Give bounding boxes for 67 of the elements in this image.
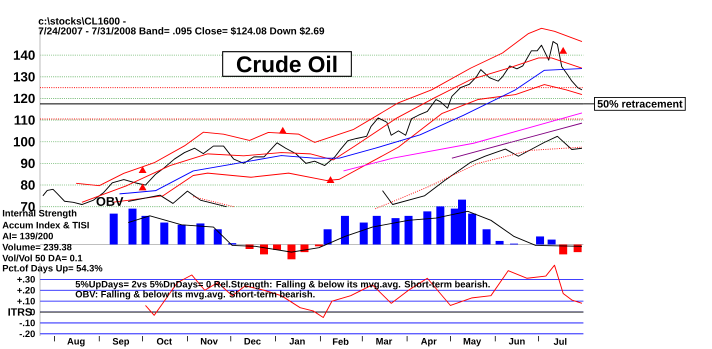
line-series [343,112,582,172]
series-label: OBV [96,196,124,206]
bar [214,229,222,245]
x-tick-label: Nov [200,338,218,345]
point [279,127,287,134]
y-tick-label: 140 [14,50,35,60]
x-tick-label: Jun [508,338,525,345]
bar [142,216,150,245]
text: c:\stocks\CL1600 - [38,17,126,25]
point [138,184,146,190]
bar [536,236,544,245]
bar [324,229,332,245]
annotation: Accum Index & TISI [2,222,89,228]
bar [468,214,476,245]
x-tick-label: Sep [112,338,130,347]
bar [423,211,432,245]
annotation: Internal Strength [2,210,76,218]
bar [287,244,296,260]
bar [496,240,504,245]
y-tick-label: 80 [20,180,35,190]
x-tick-label: Feb [332,338,349,345]
annotation: 7/24/2007 - 7/31/2008 Band= .095 Close= $124.08 Down $2.69 [38,26,324,36]
point [326,176,334,183]
bar [340,216,349,245]
y-tick-label: 90 [20,158,35,168]
text: Crude Oil [236,56,336,72]
x-tick-label: Jul [554,338,566,345]
line-series [145,264,582,318]
annotation: Volume= 239.38 [2,244,72,250]
x-tick-label: Jan [289,338,305,345]
x-tick-label: Oct [156,338,172,345]
annotation: Pct.of Days Up= 54.3% [2,264,102,274]
y-tick-label: 70 [21,202,35,212]
bar [548,240,556,245]
annotation: AI= 139/200 [2,232,53,240]
bar [360,222,368,245]
x-tick-label: May [464,338,482,346]
y-tick-label: 100 [14,137,35,146]
bar [260,244,268,254]
bar [160,222,168,245]
x-tick-label: Aug [67,338,85,346]
y-tick-label: -.20 [20,330,35,338]
y-tick-label: +.30 [17,276,35,283]
x-tick-label: Apr [420,338,437,346]
bar [178,224,186,245]
bar [482,229,491,245]
bar [404,216,413,245]
bar [110,214,118,245]
y-tick-label: +.20 [17,286,35,294]
y-tick-label: -.10 [20,320,35,326]
bar [196,223,204,245]
bar [392,218,400,245]
line-series [42,41,582,205]
y-tick-label: 110 [14,115,35,125]
ref-line-label: 50% retracement [598,100,682,108]
bar [128,208,136,245]
x-tick-label: Mar [376,338,392,345]
y-tick-label: +.10 [17,298,35,304]
point [559,47,567,54]
annotation: Vol/Vol 50 DA= 0.1 [2,254,82,262]
y-tick-label: 120 [14,94,35,104]
y-tick-label: 130 [14,72,35,82]
bar [436,206,444,245]
x-tick-label: Dec [244,338,261,345]
y-axis-title: ITRS [8,308,32,316]
point [138,166,146,174]
bar [372,216,381,245]
